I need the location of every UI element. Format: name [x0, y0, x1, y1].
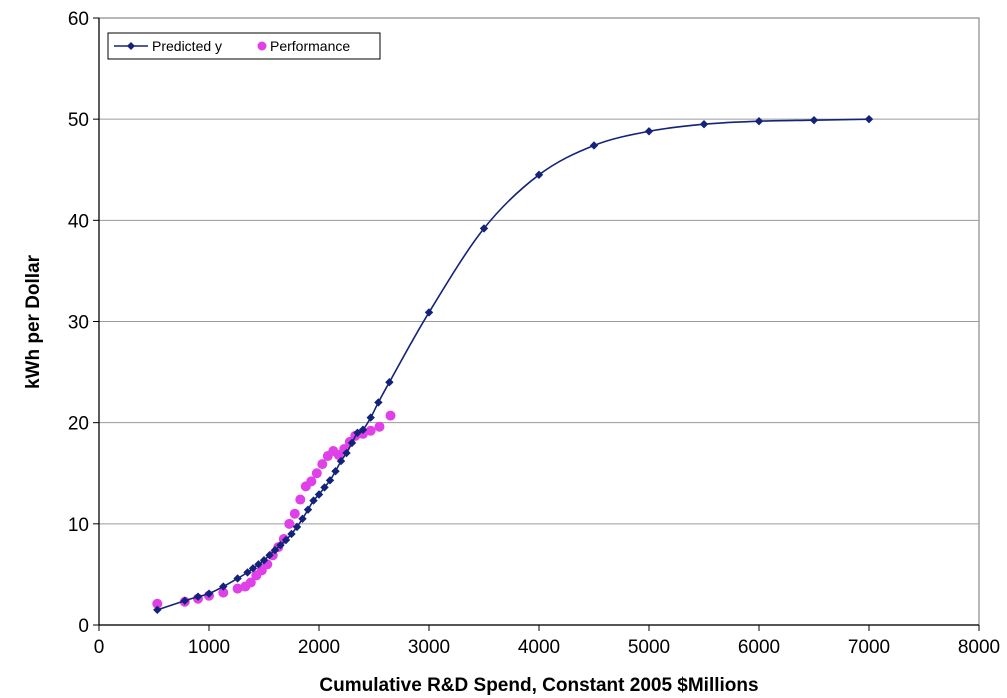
- x-tick-label: 8000: [958, 637, 1000, 658]
- performance-point: [232, 583, 243, 594]
- predicted-point: [424, 308, 434, 317]
- predicted-point: [644, 127, 654, 136]
- predicted-point: [292, 522, 302, 532]
- x-tick-label: 6000: [738, 637, 780, 658]
- predicted-point: [270, 545, 280, 555]
- legend-box: [107, 32, 381, 60]
- performance-point: [365, 425, 376, 436]
- predicted-point: [336, 456, 346, 466]
- x-tick-label: 0: [94, 637, 105, 658]
- x-tick-label: 4000: [518, 637, 560, 658]
- legend-marker-performance: [257, 41, 267, 51]
- performance-point: [311, 468, 322, 479]
- predicted-point: [204, 589, 214, 598]
- predicted-point: [699, 120, 709, 129]
- legend-label-predicted: Predicted y: [152, 38, 222, 54]
- x-tick-label: 2000: [298, 637, 340, 658]
- series: [152, 114, 874, 615]
- predicted-point: [259, 556, 269, 565]
- predicted-point: [809, 115, 819, 125]
- x-tick-label: 5000: [628, 637, 670, 658]
- predicted-point: [254, 560, 263, 569]
- predicted-point: [153, 605, 162, 615]
- y-tick-label: 0: [78, 616, 89, 637]
- performance-point: [317, 459, 328, 470]
- predicted-point: [298, 514, 307, 523]
- predicted-point: [265, 550, 274, 560]
- performance-point: [374, 421, 385, 432]
- predicted-point: [320, 483, 329, 492]
- y-tick-label: 10: [68, 515, 89, 536]
- predicted-point: [342, 448, 351, 458]
- predicted-point: [276, 540, 285, 550]
- predicted-point: [353, 428, 362, 437]
- predicted-point: [325, 476, 335, 485]
- predicted-point: [589, 141, 599, 150]
- y-ticks: 0 10 20 30 40 50 60: [68, 9, 99, 637]
- predicted-point: [314, 490, 324, 499]
- y-tick-label: 20: [68, 414, 89, 435]
- predicted-point: [347, 438, 357, 448]
- predicted-point: [864, 114, 874, 124]
- legend-label-performance: Performance: [270, 38, 350, 54]
- performance-point: [284, 518, 295, 529]
- x-tick-label: 1000: [188, 637, 230, 658]
- predicted-point: [479, 224, 489, 233]
- performance-point: [306, 476, 317, 487]
- performance-point: [385, 410, 396, 421]
- x-ticks: 0 1000 2000 3000 4000 5000 6000 7000 8000: [94, 625, 1000, 658]
- predicted-point: [248, 564, 258, 573]
- predicted-point: [219, 582, 228, 591]
- legend: Predicted y Performance: [107, 32, 381, 60]
- performance-point: [295, 494, 306, 505]
- predicted-point: [281, 535, 291, 545]
- predicted-point: [180, 596, 189, 605]
- performance-point: [245, 577, 256, 588]
- predicted-point: [303, 505, 313, 514]
- predicted-point: [358, 425, 368, 434]
- x-tick-label: 3000: [408, 637, 450, 658]
- x-tick-label: 7000: [848, 637, 890, 658]
- predicted-point: [385, 378, 394, 387]
- performance-point: [218, 587, 229, 598]
- y-axis-title: kWh per Dollar: [23, 254, 44, 389]
- predicted-point: [309, 496, 318, 505]
- y-tick-label: 40: [68, 211, 89, 232]
- predicted-point: [534, 170, 544, 180]
- predicted-point: [287, 529, 296, 539]
- legend-marker-predicted: [127, 42, 135, 50]
- y-tick-label: 50: [68, 110, 89, 131]
- predicted-point: [754, 116, 764, 126]
- predicted-point: [374, 398, 383, 407]
- y-tick-label: 30: [68, 313, 89, 334]
- x-axis-title: Cumulative R&D Spend, Constant 2005 $Mil…: [319, 675, 758, 696]
- predicted-point: [233, 574, 242, 583]
- performance-point: [289, 508, 300, 519]
- predicted-point: [366, 413, 375, 422]
- y-tick-label: 60: [68, 9, 89, 30]
- predicted-point: [331, 467, 340, 476]
- predicted-point: [193, 592, 203, 601]
- predicted-point: [243, 568, 252, 577]
- performance-point: [152, 598, 163, 609]
